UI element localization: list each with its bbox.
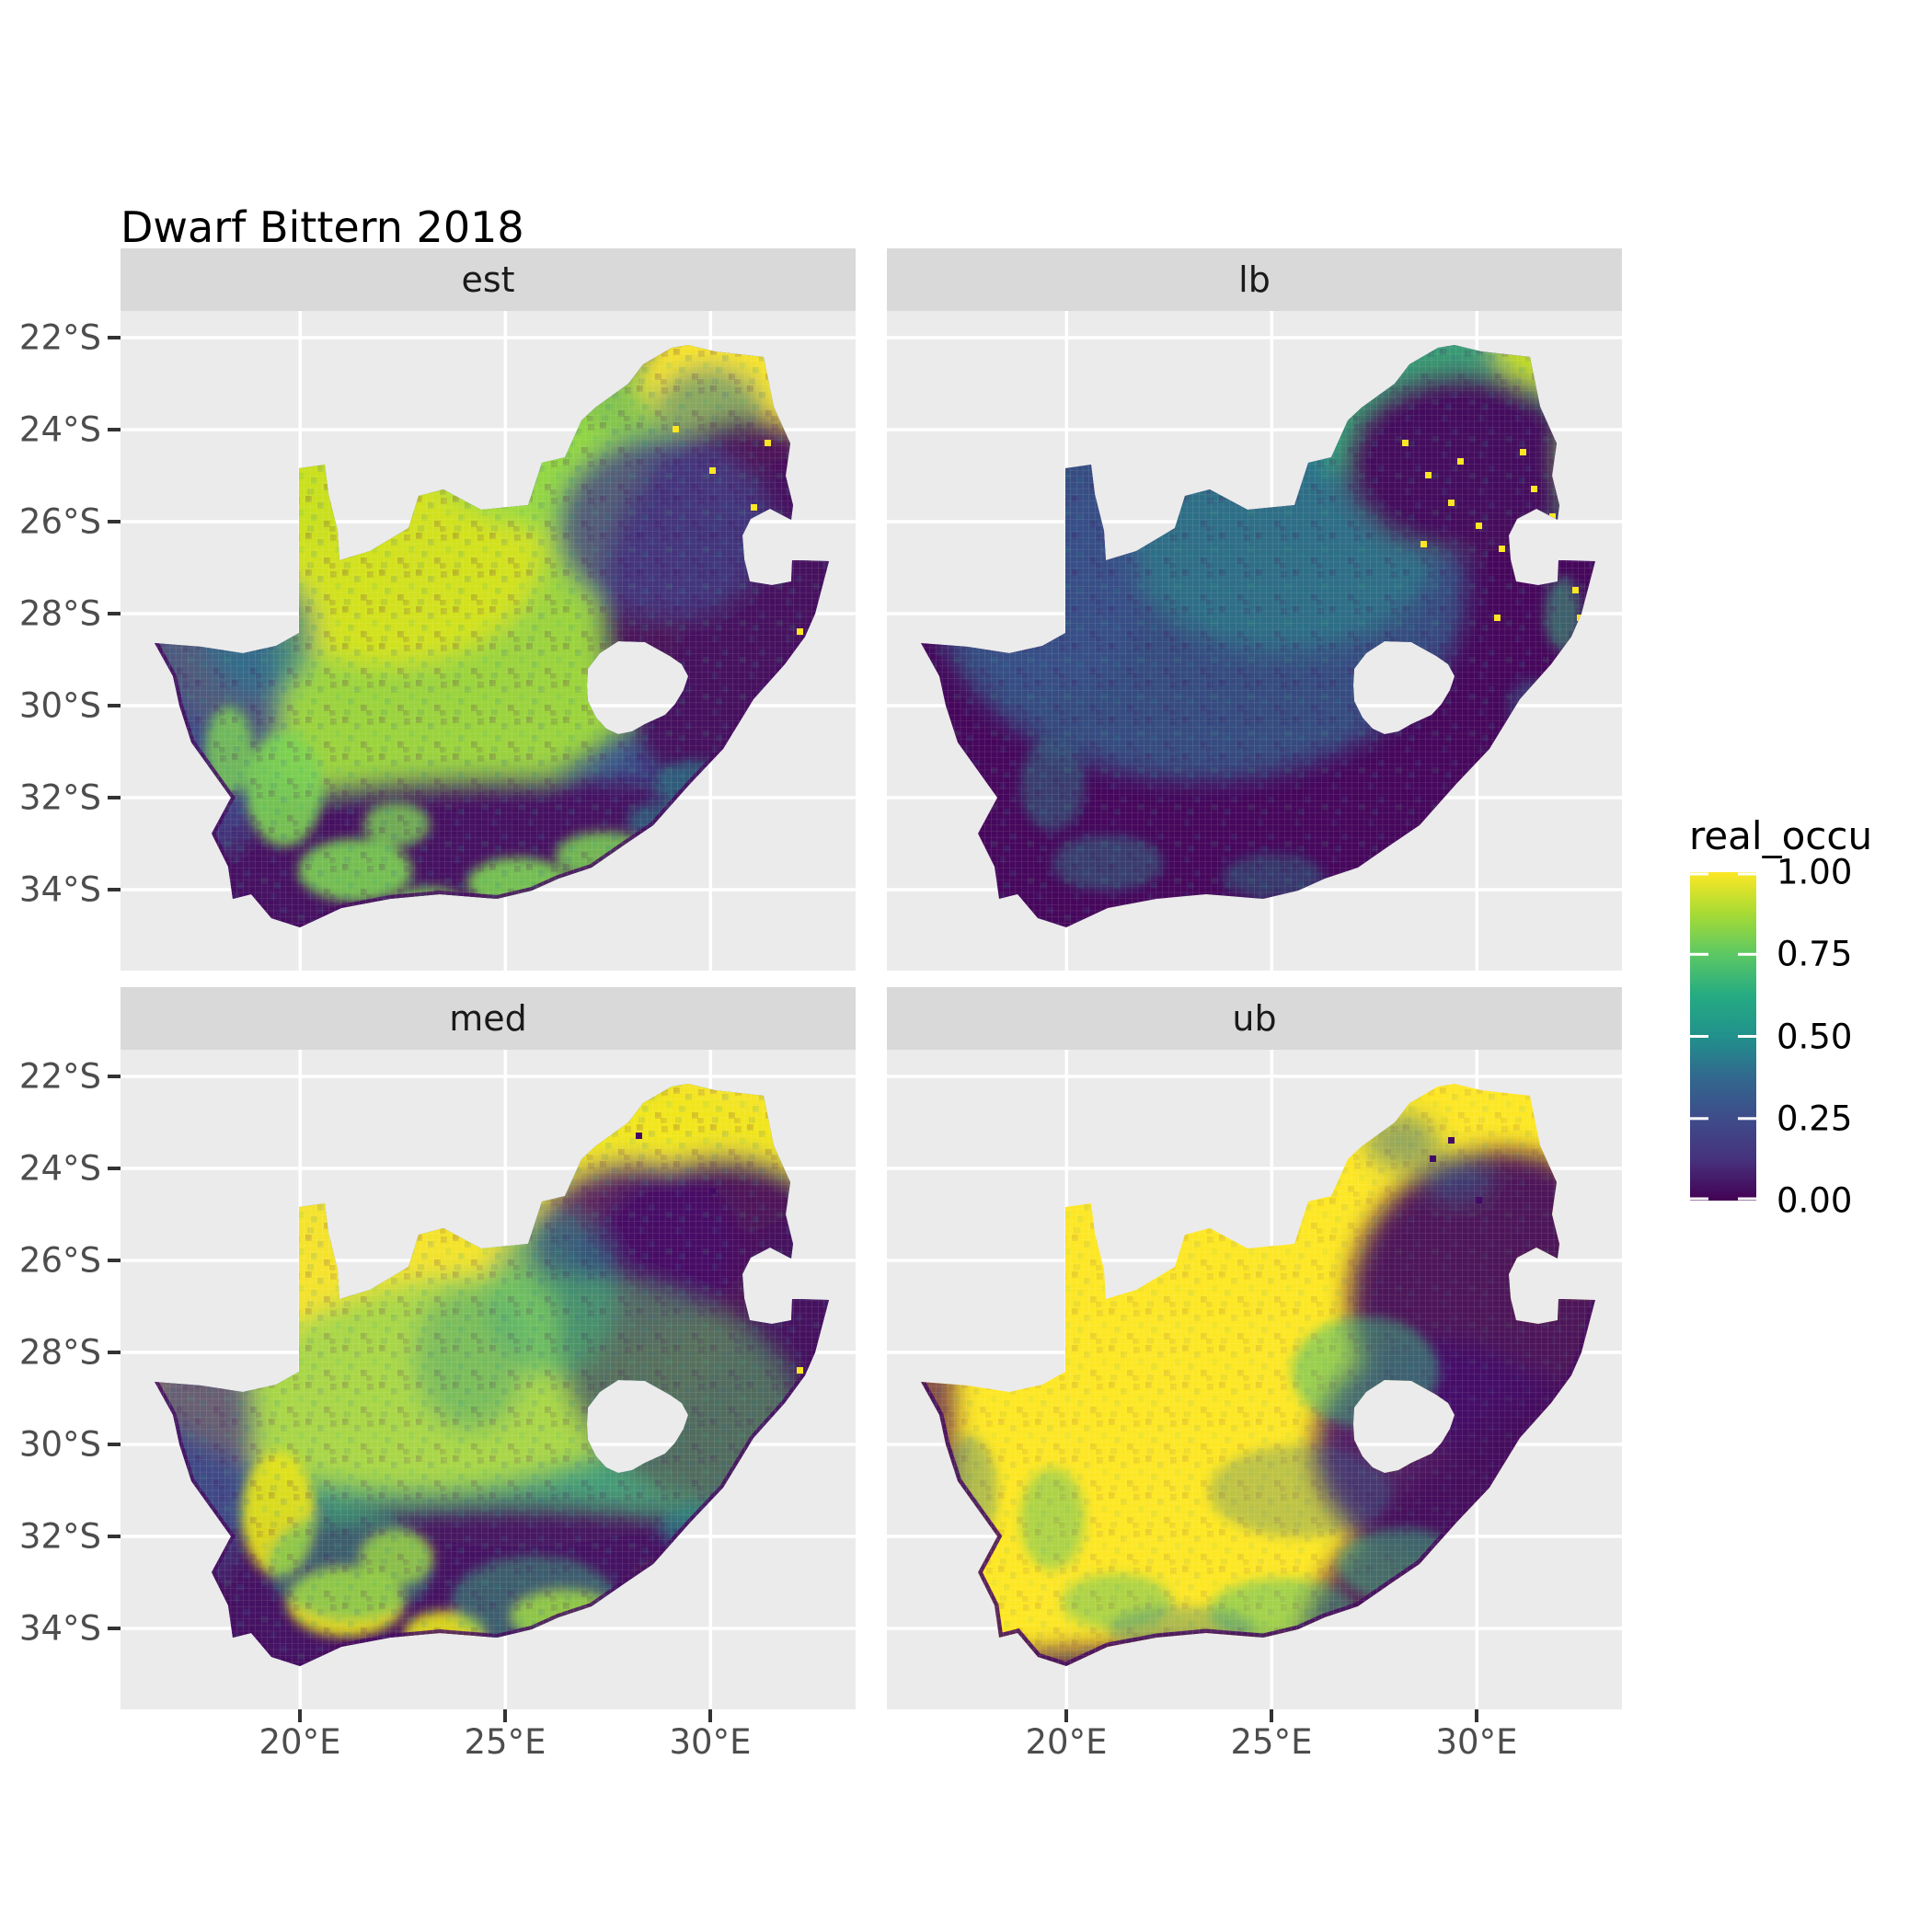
y-axis-label: 22°S: [18, 1056, 101, 1097]
map-panel-est: [121, 311, 856, 971]
facet-strip-est: est: [121, 248, 856, 311]
facet-strip-label: med: [449, 998, 527, 1039]
x-tick: [298, 1709, 302, 1722]
x-tick: [1270, 1709, 1273, 1722]
facet-strip-lb: lb: [887, 248, 1622, 311]
map-panel-lb: [887, 311, 1622, 971]
y-tick: [108, 336, 121, 339]
legend-label: 1.00: [1777, 852, 1853, 892]
x-tick: [708, 1709, 712, 1722]
facet-strip-label: ub: [1232, 998, 1277, 1039]
y-tick: [108, 704, 121, 707]
legend-label: 0.00: [1777, 1180, 1853, 1221]
south-africa-map-est: [121, 311, 856, 971]
facet-strip-ub: ub: [887, 987, 1622, 1050]
south-africa-map-med: [121, 1050, 856, 1709]
y-axis-label: 24°S: [18, 409, 101, 450]
y-axis-label: 30°S: [18, 1424, 101, 1465]
y-tick: [108, 1443, 121, 1446]
occurrence-dots: [636, 1133, 803, 1374]
y-tick: [108, 520, 121, 523]
x-tick: [1064, 1709, 1068, 1722]
x-tick: [503, 1709, 507, 1722]
legend-label: 0.75: [1777, 934, 1853, 974]
x-axis-label: 20°E: [1025, 1722, 1108, 1762]
y-axis-label: 32°S: [18, 1516, 101, 1557]
y-axis-label: 32°S: [18, 777, 101, 818]
facet-strip-label: lb: [1238, 259, 1271, 300]
legend-tick-marks: [1690, 872, 1756, 1201]
y-tick: [108, 888, 121, 891]
map-panel-ub: [887, 1050, 1622, 1709]
south-africa-map-ub: [887, 1050, 1622, 1709]
map-panel-med: [121, 1050, 856, 1709]
x-axis-label: 25°E: [464, 1722, 546, 1762]
y-tick: [108, 1259, 121, 1262]
plot-title: Dwarf Bittern 2018: [121, 202, 524, 252]
y-axis-label: 28°S: [18, 1332, 101, 1373]
south-africa-map-lb: [887, 311, 1622, 971]
y-tick: [108, 1627, 121, 1630]
y-axis-label: 26°S: [18, 1240, 101, 1281]
y-tick: [108, 612, 121, 615]
x-axis-label: 30°E: [669, 1722, 752, 1762]
y-tick: [108, 1075, 121, 1078]
legend-label: 0.25: [1777, 1098, 1853, 1139]
y-tick: [108, 428, 121, 431]
x-axis-label: 30°E: [1435, 1722, 1518, 1762]
y-axis-label: 34°S: [18, 1608, 101, 1649]
legend-colorbar: [1690, 872, 1756, 1201]
legend-title: real_occu: [1689, 813, 1873, 858]
occurrence-dots: [1430, 1137, 1482, 1203]
y-axis-label: 30°S: [18, 685, 101, 726]
y-axis-label: 26°S: [18, 501, 101, 542]
y-axis-label: 28°S: [18, 593, 101, 634]
y-tick: [108, 796, 121, 799]
facet-strip-label: est: [461, 259, 515, 300]
y-axis-label: 24°S: [18, 1148, 101, 1189]
y-axis-label: 22°S: [18, 317, 101, 358]
y-tick: [108, 1167, 121, 1170]
x-axis-label: 25°E: [1230, 1722, 1313, 1762]
y-tick: [108, 1535, 121, 1538]
x-tick: [1475, 1709, 1478, 1722]
x-axis-label: 20°E: [259, 1722, 341, 1762]
legend-label: 0.50: [1777, 1017, 1853, 1057]
y-tick: [108, 1351, 121, 1354]
facet-strip-med: med: [121, 987, 856, 1050]
y-axis-label: 34°S: [18, 869, 101, 910]
